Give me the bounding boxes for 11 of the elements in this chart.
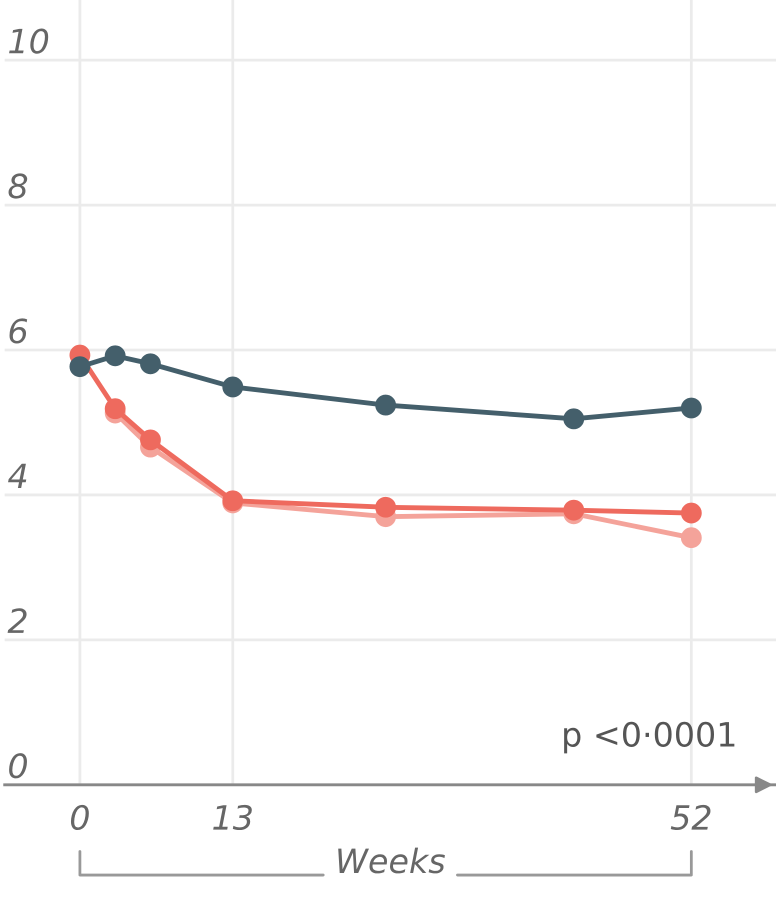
annotation: p <0·0001 bbox=[564, 722, 734, 754]
y-tick-label: 4 bbox=[8, 464, 26, 488]
y-tick-label: 8 bbox=[8, 173, 28, 199]
y-tick-label: 10 bbox=[9, 28, 48, 54]
x-tick-label: 0 bbox=[70, 804, 89, 830]
y-tick-label: 6 bbox=[10, 318, 28, 344]
y-tick-label: 0 bbox=[9, 753, 27, 778]
x-tick-label: 52 bbox=[670, 804, 710, 830]
x-axis-title: Weeks bbox=[338, 848, 445, 874]
x-tick-label: 13 bbox=[213, 804, 252, 830]
y-tick-label: 2 bbox=[8, 608, 27, 633]
